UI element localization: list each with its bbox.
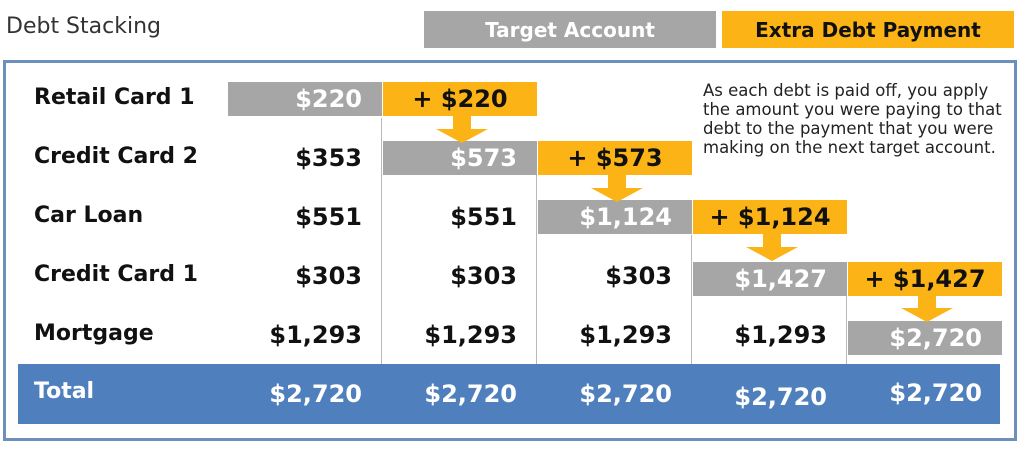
payment-cell: $1,293 (269, 321, 362, 349)
total-row (18, 364, 1000, 424)
target-account-cell: $220 (228, 82, 382, 116)
extra-payment-cell: + $1,427 (848, 262, 1002, 296)
column-divider (691, 235, 692, 364)
payment-cell: $1,293 (579, 321, 672, 349)
total-cell: $2,720 (734, 383, 827, 411)
payment-cell: $353 (295, 144, 362, 172)
payment-cell: $551 (450, 203, 517, 231)
target-account-cell: $2,720 (848, 321, 1002, 355)
legend-target-account: Target Account (424, 11, 716, 48)
extra-payment-cell: + $573 (538, 141, 692, 175)
total-cell: $2,720 (889, 379, 982, 407)
payment-cell: $303 (295, 262, 362, 290)
total-label: Total (34, 379, 95, 404)
row-label-mortgage: Mortgage (34, 321, 154, 346)
row-label-credit-card-2: Credit Card 2 (34, 144, 198, 169)
row-label-retail-card-1: Retail Card 1 (34, 85, 195, 110)
column-divider (381, 118, 382, 364)
payment-cell: $551 (295, 203, 362, 231)
payment-cell: $303 (605, 262, 672, 290)
target-account-cell: $1,427 (693, 262, 847, 296)
total-cell: $2,720 (269, 380, 362, 408)
target-account-cell: $1,124 (538, 200, 692, 234)
explanation-note: As each debt is paid off, you apply the … (703, 81, 1002, 157)
page-title: Debt Stacking (6, 14, 161, 39)
payment-cell: $1,293 (424, 321, 517, 349)
target-account-cell: $573 (383, 141, 537, 175)
total-cell: $2,720 (579, 380, 672, 408)
row-label-credit-card-1: Credit Card 1 (34, 262, 198, 287)
extra-payment-cell: + $1,124 (693, 200, 847, 234)
legend-extra-payment: Extra Debt Payment (722, 11, 1014, 48)
payment-cell: $1,293 (734, 321, 827, 349)
payment-cell: $303 (450, 262, 517, 290)
column-divider (536, 175, 537, 364)
extra-payment-cell: + $220 (383, 82, 537, 116)
column-divider (846, 295, 847, 364)
total-cell: $2,720 (424, 380, 517, 408)
row-label-car-loan: Car Loan (34, 203, 144, 228)
